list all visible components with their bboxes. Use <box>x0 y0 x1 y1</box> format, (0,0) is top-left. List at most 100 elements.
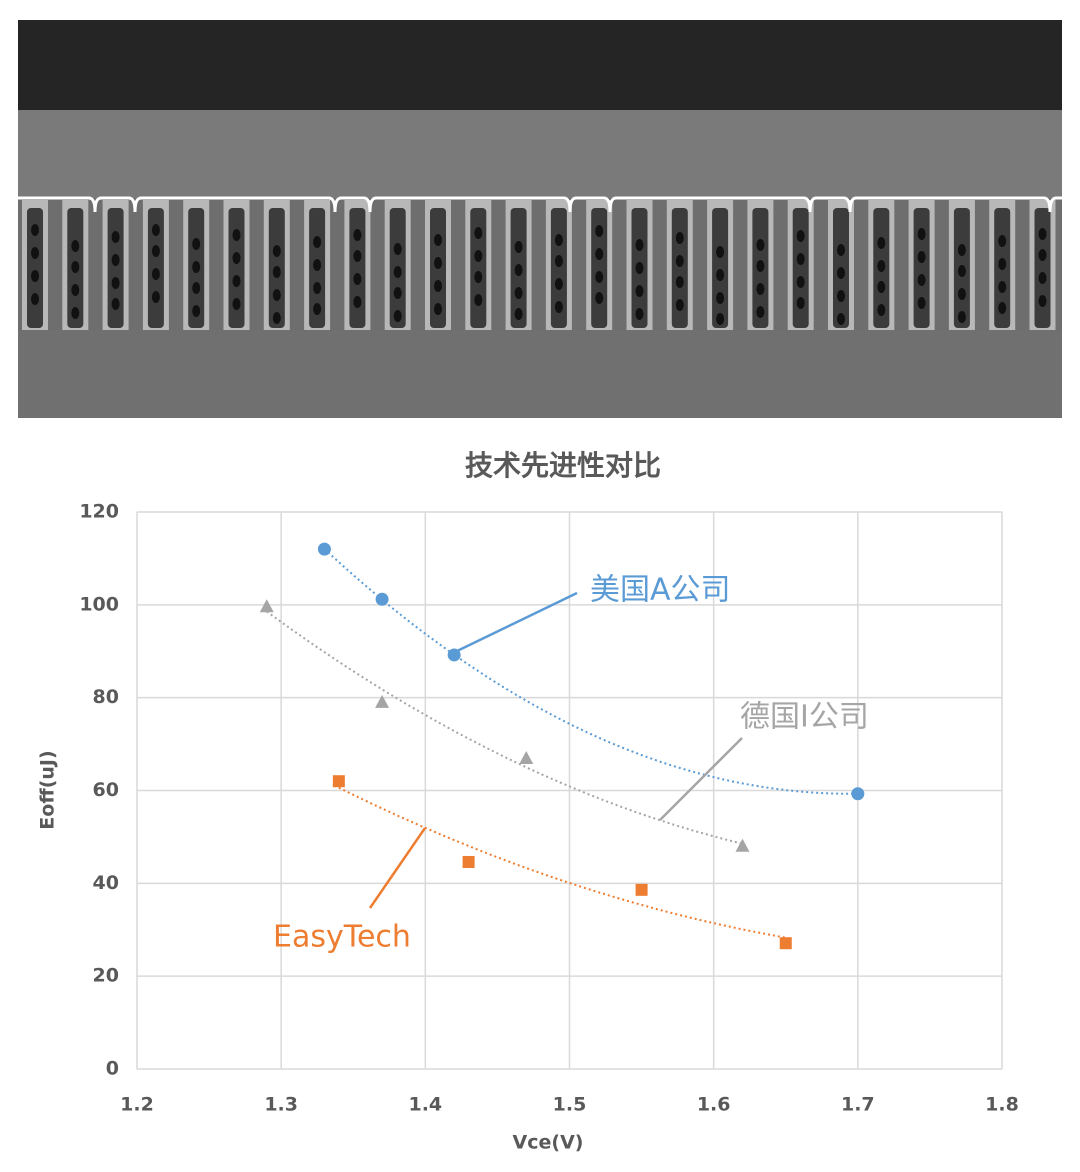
sem-void <box>434 303 442 315</box>
sem-void <box>31 247 39 259</box>
sem-void <box>272 312 281 324</box>
sem-void <box>151 245 160 257</box>
sem-void <box>917 297 926 309</box>
sem-void <box>393 310 402 322</box>
sem-void <box>877 281 886 293</box>
sem-void <box>917 251 926 263</box>
sem-void <box>393 266 402 278</box>
sem-void <box>514 241 523 253</box>
sem-void <box>514 264 523 276</box>
sem-void <box>434 234 442 246</box>
sem-void <box>917 228 926 240</box>
sem-void <box>957 244 966 256</box>
sem-void <box>837 290 845 302</box>
sem-oxide-layer <box>18 110 1062 198</box>
sem-void <box>1038 295 1047 307</box>
marker <box>375 694 390 708</box>
sem-void <box>675 255 684 267</box>
y-tick-label: 120 <box>79 501 119 523</box>
sem-void <box>877 237 886 249</box>
marker <box>735 838 750 852</box>
sem-void <box>151 268 160 280</box>
y-tick-label: 80 <box>93 686 119 708</box>
sem-void <box>393 287 402 299</box>
marker <box>851 787 865 801</box>
sem-void <box>716 269 725 281</box>
sem-void <box>998 235 1007 247</box>
marker <box>779 937 792 950</box>
sem-void <box>192 238 201 250</box>
sem-void <box>393 243 402 255</box>
sem-void <box>474 294 483 306</box>
sem-void <box>796 276 805 288</box>
sem-void <box>837 313 845 325</box>
sem-void <box>31 224 39 236</box>
series-label: 美国A公司 <box>590 573 731 608</box>
sem-void <box>31 270 39 282</box>
sem-void <box>635 285 644 297</box>
sem-void <box>192 282 201 294</box>
chart-title: 技术先进性对比 <box>465 449 661 482</box>
sem-trench <box>792 208 809 328</box>
sem-void <box>554 301 563 313</box>
sem-trench <box>27 208 43 328</box>
callout-line <box>368 827 427 909</box>
sem-void <box>71 284 80 296</box>
marker <box>259 599 274 613</box>
sem-void <box>313 282 322 294</box>
sem-void <box>313 236 322 248</box>
sem-void <box>151 224 160 236</box>
sem-void <box>353 250 362 262</box>
sem-void <box>554 278 563 290</box>
sem-void <box>111 298 120 310</box>
sem-void <box>272 266 281 278</box>
sem-void <box>998 302 1007 314</box>
sem-void <box>998 281 1007 293</box>
sem-void <box>71 307 80 319</box>
x-tick-label: 1.4 <box>408 1094 442 1116</box>
sem-void <box>877 260 886 272</box>
sem-void <box>474 227 483 239</box>
sem-void <box>554 234 563 246</box>
sem-void <box>192 261 201 273</box>
sem-image <box>18 20 1062 418</box>
marker <box>462 855 475 868</box>
sem-trench <box>1034 208 1051 328</box>
sem-void <box>474 250 483 262</box>
sem-void <box>796 297 805 309</box>
sem-void <box>111 277 120 289</box>
sem-void <box>353 296 362 308</box>
sem-void <box>232 229 241 241</box>
sem-void <box>796 230 805 242</box>
x-tick-label: 1.7 <box>841 1094 875 1116</box>
callout-line <box>454 591 578 654</box>
sem-void <box>635 239 644 251</box>
sem-void <box>595 292 604 304</box>
sem-void <box>192 305 201 317</box>
trend-line <box>338 786 786 939</box>
sem-top-layer <box>18 20 1062 112</box>
x-tick-label: 1.3 <box>264 1094 298 1116</box>
sem-void <box>675 299 684 311</box>
marker <box>332 775 345 788</box>
marker <box>519 751 534 765</box>
sem-void <box>756 260 765 272</box>
sem-void <box>716 246 725 258</box>
sem-void <box>957 311 966 323</box>
callout-line <box>659 737 743 821</box>
x-axis-title: Vce(V) <box>513 1132 584 1154</box>
sem-void <box>71 240 80 252</box>
sem-void <box>474 271 483 283</box>
sem-void <box>554 255 563 267</box>
sem-void <box>595 248 604 260</box>
sem-void <box>1038 228 1047 240</box>
sem-void <box>595 271 604 283</box>
marker <box>317 542 331 556</box>
sem-void <box>514 308 523 320</box>
sem-substrate <box>18 330 1062 418</box>
y-tick-label: 40 <box>93 872 119 894</box>
sem-void <box>71 261 80 273</box>
series-label: EasyTech <box>273 920 411 955</box>
sem-trench <box>228 208 245 328</box>
